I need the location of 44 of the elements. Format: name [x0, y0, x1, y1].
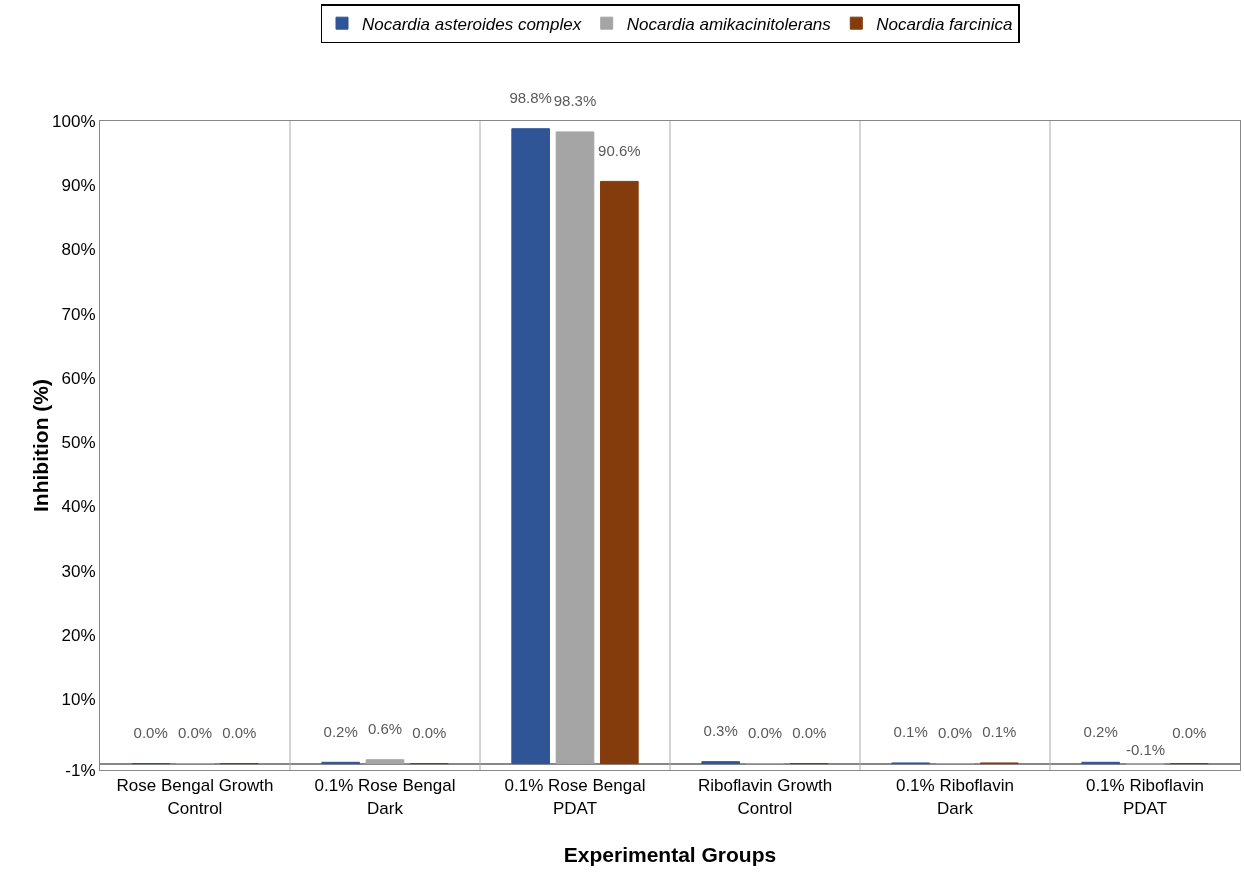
data-label: 98.8%	[509, 89, 552, 107]
y-tick-label: 60%	[61, 368, 96, 388]
data-label: 0.6%	[367, 720, 403, 738]
data-label: 0.0%	[792, 724, 827, 742]
data-label: 0.3%	[703, 722, 738, 740]
data-label: -0.1%	[1126, 741, 1166, 758]
data-label: 0.0%	[747, 724, 783, 742]
data-label: 0.2%	[1083, 722, 1118, 740]
y-tick-label: 80%	[61, 240, 96, 260]
data-label: 0.2%	[323, 722, 358, 740]
data-label: 0.0%	[133, 724, 168, 742]
data-label: 0.0%	[1172, 724, 1207, 742]
bar	[511, 128, 551, 765]
x-tick-label: 0.1% Rose Bengal PDAT	[504, 776, 646, 818]
data-label: 0.0%	[177, 724, 213, 742]
data-label: 0.1%	[893, 723, 928, 741]
data-label: 90.6%	[598, 141, 641, 159]
data-label: 0.0%	[937, 724, 973, 742]
y-tick-label: 70%	[61, 304, 96, 324]
y-axis-title: Inhibition (%)	[29, 379, 52, 512]
x-axis-title: Experimental Groups	[563, 842, 777, 866]
data-label: 0.0%	[412, 724, 447, 742]
data-label: 0.1%	[982, 723, 1017, 741]
legend-label: Nocardia farcinica	[876, 14, 1013, 34]
bar	[599, 180, 639, 765]
x-tick-label: Rose Bengal Growth Control	[116, 776, 274, 818]
bar	[555, 131, 595, 765]
x-tick-label: 0.1% Riboflavin PDAT	[1085, 776, 1205, 818]
y-tick-label: 10%	[61, 690, 96, 710]
y-tick-label: -1%	[65, 760, 96, 780]
y-tick-label: 90%	[61, 176, 96, 196]
y-tick-label: 40%	[61, 497, 96, 517]
legend-label: Nocardia asteroides complex	[362, 14, 582, 34]
y-tick-label: 100%	[52, 111, 96, 131]
bar	[365, 759, 405, 765]
y-tick-label: 30%	[61, 561, 96, 581]
x-tick-label: 0.1% Riboflavin Dark	[895, 776, 1015, 818]
y-tick-label: 50%	[61, 433, 96, 453]
y-tick-label: 20%	[61, 626, 96, 646]
x-tick-label: Riboflavin Growth Control	[697, 776, 833, 818]
x-tick-label: 0.1% Rose Bengal Dark	[314, 776, 456, 818]
data-label: 98.3%	[553, 92, 597, 110]
legend-label: Nocardia amikacinitolerans	[626, 14, 832, 34]
data-label: 0.0%	[222, 724, 257, 742]
